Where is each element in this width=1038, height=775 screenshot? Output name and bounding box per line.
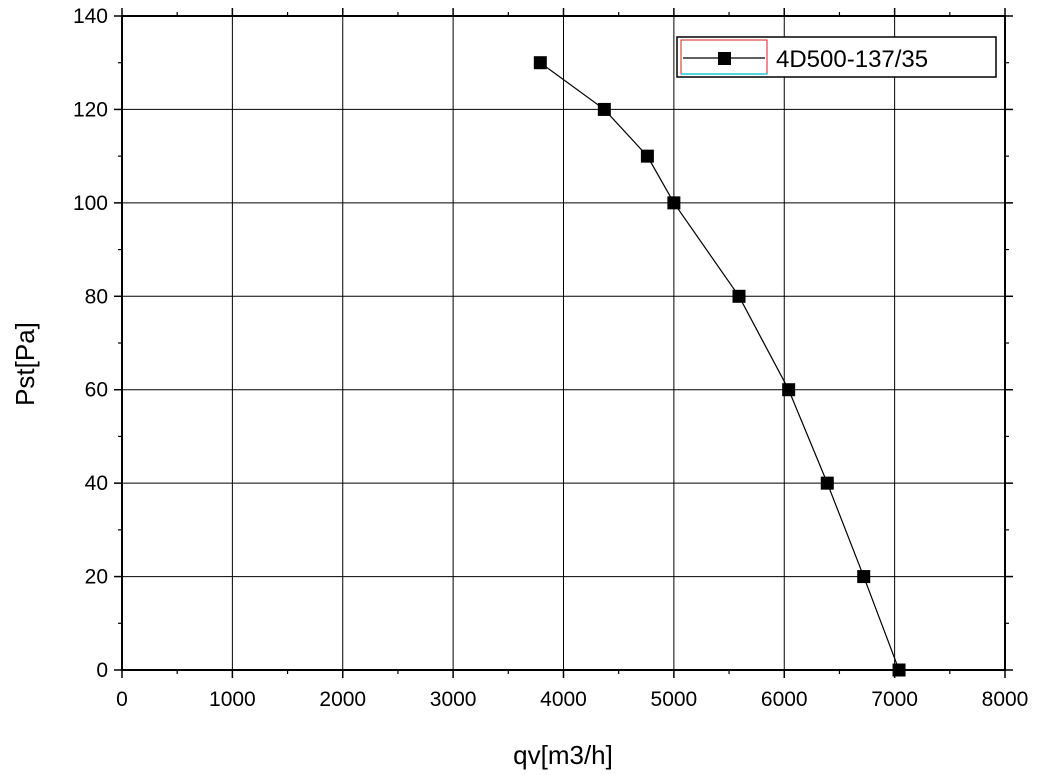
legend: 4D500-137/35 xyxy=(676,36,997,78)
y-axis-title: Pst[Pa] xyxy=(10,322,40,406)
x-tick-label: 5000 xyxy=(651,688,698,711)
data-point-marker xyxy=(597,102,611,116)
x-tick-label: 4000 xyxy=(540,688,587,711)
y-tick-label: 20 xyxy=(85,566,108,589)
x-tick-label: 3000 xyxy=(430,688,477,711)
x-tick-label: 1000 xyxy=(209,688,256,711)
x-tick-label: 8000 xyxy=(982,688,1029,711)
axes xyxy=(121,15,1006,671)
y-tick-label: 120 xyxy=(73,98,108,121)
series-line xyxy=(539,62,900,671)
x-tick-label: 2000 xyxy=(319,688,366,711)
y-tick-label: 60 xyxy=(85,379,108,402)
data-point-marker xyxy=(667,196,681,210)
data-point-marker xyxy=(820,476,834,490)
x-tick-label: 7000 xyxy=(871,688,918,711)
data-point-marker xyxy=(782,383,796,397)
y-tick-label: 100 xyxy=(73,192,108,215)
x-axis-title: qv[m3/h] xyxy=(513,740,613,770)
plot-frame xyxy=(121,15,1006,671)
legend-label: 4D500-137/35 xyxy=(776,46,928,73)
data-point-marker xyxy=(533,56,547,70)
data-point-marker xyxy=(892,663,906,677)
legend-sample-marker xyxy=(718,52,731,65)
x-tick-labels: 0 1000 2000 3000 4000 5000 6000 7000 8000 xyxy=(116,688,1028,711)
data-point-marker xyxy=(640,149,654,163)
y-tick-label: 0 xyxy=(96,659,108,682)
data-point-marker xyxy=(732,289,746,303)
grid xyxy=(122,16,1005,670)
minor-ticks xyxy=(114,8,1013,678)
data-point-marker xyxy=(857,570,871,584)
y-tick-label: 40 xyxy=(85,472,108,495)
y-tick-label: 140 xyxy=(73,5,108,28)
x-tick-label: 0 xyxy=(116,688,128,711)
y-tick-labels: 0 20 40 60 80 100 120 140 xyxy=(73,5,108,682)
series xyxy=(533,56,906,677)
y-tick-label: 80 xyxy=(85,285,108,308)
x-tick-label: 6000 xyxy=(761,688,808,711)
